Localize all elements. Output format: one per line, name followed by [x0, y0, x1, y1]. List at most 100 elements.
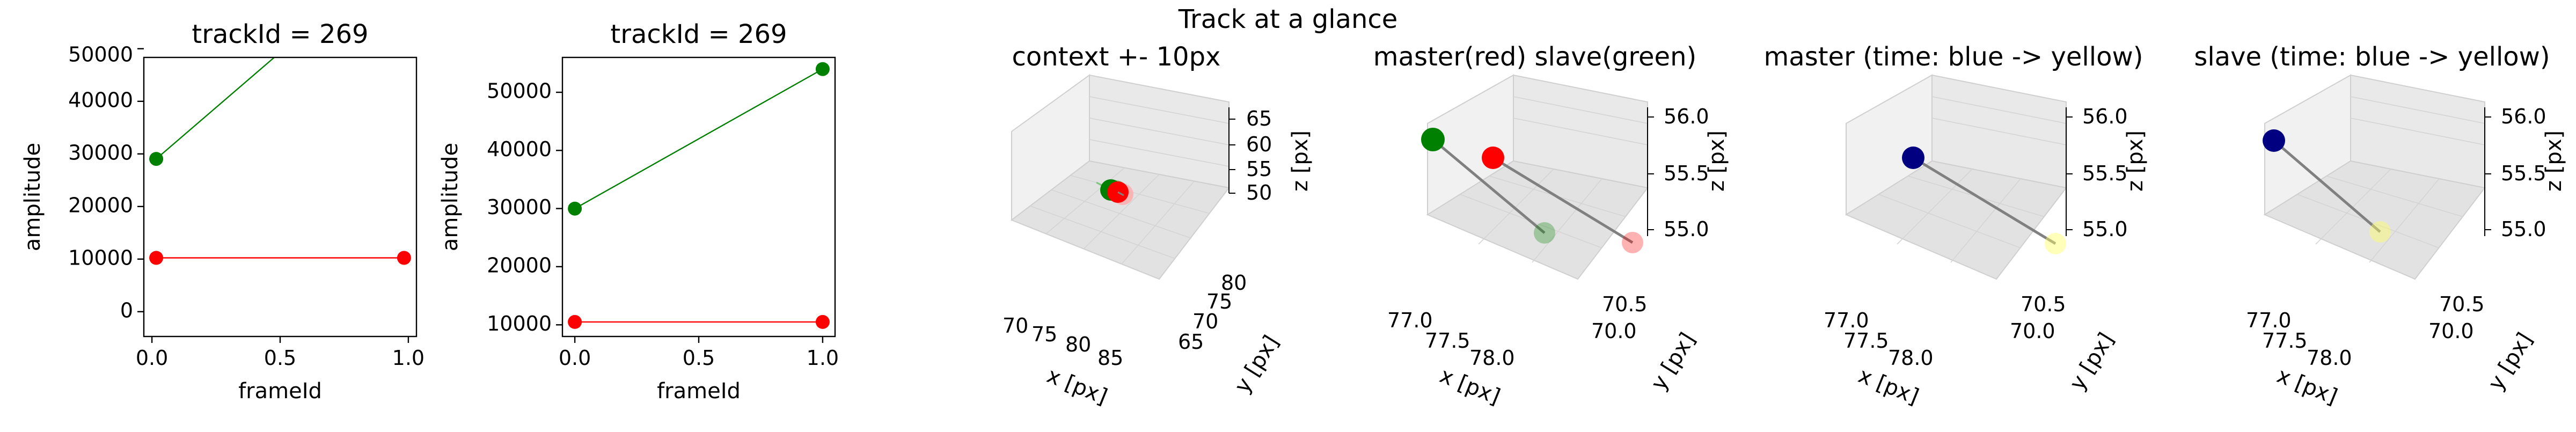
chart-4-z-tick: 55.5 [1648, 162, 1709, 185]
chart-6-y-tick-label: 70.5 [2439, 292, 2485, 316]
chart-1-x-tick: 0.0 [136, 336, 168, 370]
chart-5-x-tick-label: 78.0 [1888, 346, 1934, 370]
chart-3-z-tick-label: 55 [1246, 157, 1272, 181]
chart-3-x-tick-label: 85 [1097, 346, 1123, 370]
chart-1-y-tick-label: 50000 [68, 43, 133, 67]
chart-5-z-tick: 56.0 [2066, 105, 2128, 128]
chart-2-series-0-point [568, 201, 582, 216]
chart-4-master-track-line [1492, 156, 1634, 244]
chart-2-marks [568, 62, 830, 329]
chart-1-x-axis-label: frameId [238, 379, 322, 404]
chart-3-z-tick: 55 [1229, 157, 1272, 181]
chart-3-z-tick: 60 [1229, 133, 1272, 156]
chart-2-title: trackId = 269 [610, 19, 787, 49]
chart-4-x-tick-label: 77.5 [1425, 329, 1470, 353]
chart-1-y-tick: 50000 [68, 43, 144, 67]
chart-3-x-tick-label: 75 [1031, 323, 1057, 346]
chart-2-y-tick-label: 40000 [487, 137, 552, 161]
amplitude-chart-2: trackId = 269 10000 20000 30000 40000 50… [438, 19, 839, 404]
chart-5-z-tick: 55.0 [2066, 217, 2128, 241]
chart-3-z-tick: 50 [1229, 181, 1272, 204]
chart-4-z-tick: 55.0 [1648, 217, 1709, 241]
chart-6-z-tick: 55.0 [2485, 217, 2546, 241]
chart-2-y-tick-label: 10000 [487, 312, 552, 335]
chart-6-x-axis-label: x [px] [2273, 363, 2340, 409]
chart-3-y-tick-label: 65 [1178, 330, 1204, 354]
master-slave-3d-plot: master(red) slave(green) 56.0 55.5 55.0 … [1373, 42, 1729, 409]
chart-5-y-tick-label: 70.5 [2021, 292, 2066, 316]
chart-5-z-tick-label: 55.0 [2082, 217, 2128, 241]
chart-5-y-tick-label: 70.0 [2010, 319, 2055, 343]
chart-2-y-tick: 50000 [487, 79, 562, 103]
chart-3-z-tick-label: 60 [1246, 133, 1272, 156]
chart-6-z-tick: 56.0 [2485, 105, 2546, 128]
chart-1-series-0-point [149, 152, 164, 166]
chart-2-y-tick-label: 30000 [487, 195, 552, 219]
chart-3-x-axis-label: x [px] [1043, 363, 1110, 409]
chart-1-frame [143, 56, 418, 338]
slave-time-3d-plot: slave (time: blue -> yellow) 56.0 55.5 5… [2194, 42, 2566, 409]
chart-1-y-tick: 0 [120, 298, 144, 322]
chart-4-y-axis-label: y [px] [1646, 328, 1700, 394]
context-3d-plot: context +- 10px 65 60 55 50 z [px] 70 75… [1002, 42, 1313, 409]
chart-5-x-tick-label: 77.0 [1824, 309, 1869, 332]
chart-3-z-tick: 65 [1229, 107, 1272, 130]
chart-5-start-marker [1902, 147, 1924, 169]
chart-2-x-axis-label: frameId [657, 379, 741, 404]
chart-6-title: slave (time: blue -> yellow) [2194, 42, 2550, 72]
chart-4-gridlines [1459, 96, 1648, 263]
chart-1-series-1-point [397, 251, 411, 265]
chart-6-x-tick-label: 78.0 [2307, 346, 2352, 370]
chart-1-series-0-line [156, 57, 275, 160]
chart-1-y-tick: 10000 [68, 246, 144, 269]
chart-5-y-axis-label: y [px] [2065, 328, 2119, 394]
master-time-3d-plot: master (time: blue -> yellow) 56.0 55.5 … [1764, 42, 2148, 409]
chart-1-x-tick-label: 0.0 [136, 346, 168, 370]
chart-6-y-tick-label: 70.0 [2428, 319, 2474, 343]
chart-4-x-axis-label: x [px] [1436, 363, 1503, 409]
chart-6-z-axis-label: z [px] [2542, 130, 2566, 192]
chart-5-z-tick: 55.5 [2066, 162, 2128, 185]
chart-1-x-tick-label: 0.5 [264, 346, 296, 370]
chart-4-z-tick: 56.0 [1648, 105, 1709, 128]
chart-5-title: master (time: blue -> yellow) [1764, 42, 2143, 72]
chart-2-series-1-point [568, 314, 582, 329]
chart-5-z-axis-label: z [px] [2123, 130, 2148, 192]
chart-1-marks [149, 57, 411, 265]
chart-4-slave-track-line [1432, 138, 1546, 234]
chart-3-master-track-line [1117, 191, 1124, 196]
chart-4-z-tick-label: 55.0 [1664, 217, 1709, 241]
chart-2-x-tick-label: 1.0 [807, 346, 839, 370]
chart-5-track-line [1912, 156, 2057, 245]
chart-6-x-tick-label: 77.5 [2262, 329, 2308, 353]
chart-2-x-tick: 1.0 [807, 336, 839, 370]
chart-2-series-0-line [574, 68, 823, 209]
chart-2-y-tick: 40000 [487, 137, 562, 161]
chart-1-y-tick: 20000 [68, 193, 144, 217]
chart-1-y-tick-label: 30000 [68, 141, 133, 164]
chart-4-y-tick-label: 70.0 [1591, 319, 1637, 343]
chart-4-z-tick-label: 56.0 [1664, 105, 1709, 128]
chart-1-x-tick-label: 1.0 [392, 346, 425, 370]
chart-5-z-tick-label: 56.0 [2082, 105, 2128, 128]
chart-5-end-marker [2045, 233, 2066, 254]
chart-2-x-tick-label: 0.0 [559, 346, 591, 370]
chart-6-z-tick: 55.5 [2485, 162, 2546, 185]
chart-1-x-tick: 1.0 [392, 336, 425, 370]
chart-2-x-tick-label: 0.5 [683, 346, 715, 370]
chart-6-start-marker [2263, 129, 2285, 152]
chart-6-gridlines [2296, 96, 2485, 263]
chart-2-y-tick: 30000 [487, 195, 562, 219]
chart-2-x-tick: 0.0 [559, 336, 591, 370]
chart-2-y-tick-label: 20000 [487, 253, 552, 277]
chart-3-y-tick-label: 70 [1192, 310, 1218, 333]
chart-2-series-0-point [815, 62, 830, 76]
chart-3-z-tick-label: 50 [1246, 181, 1272, 204]
chart-2-series-1-point [815, 314, 830, 329]
chart-2-y-axis-label: amplitude [438, 143, 463, 251]
chart-3-z-tick-label: 65 [1246, 107, 1272, 130]
chart-6-z-tick-label: 55.5 [2501, 162, 2546, 185]
chart-4-slave-start-marker [1421, 128, 1445, 151]
